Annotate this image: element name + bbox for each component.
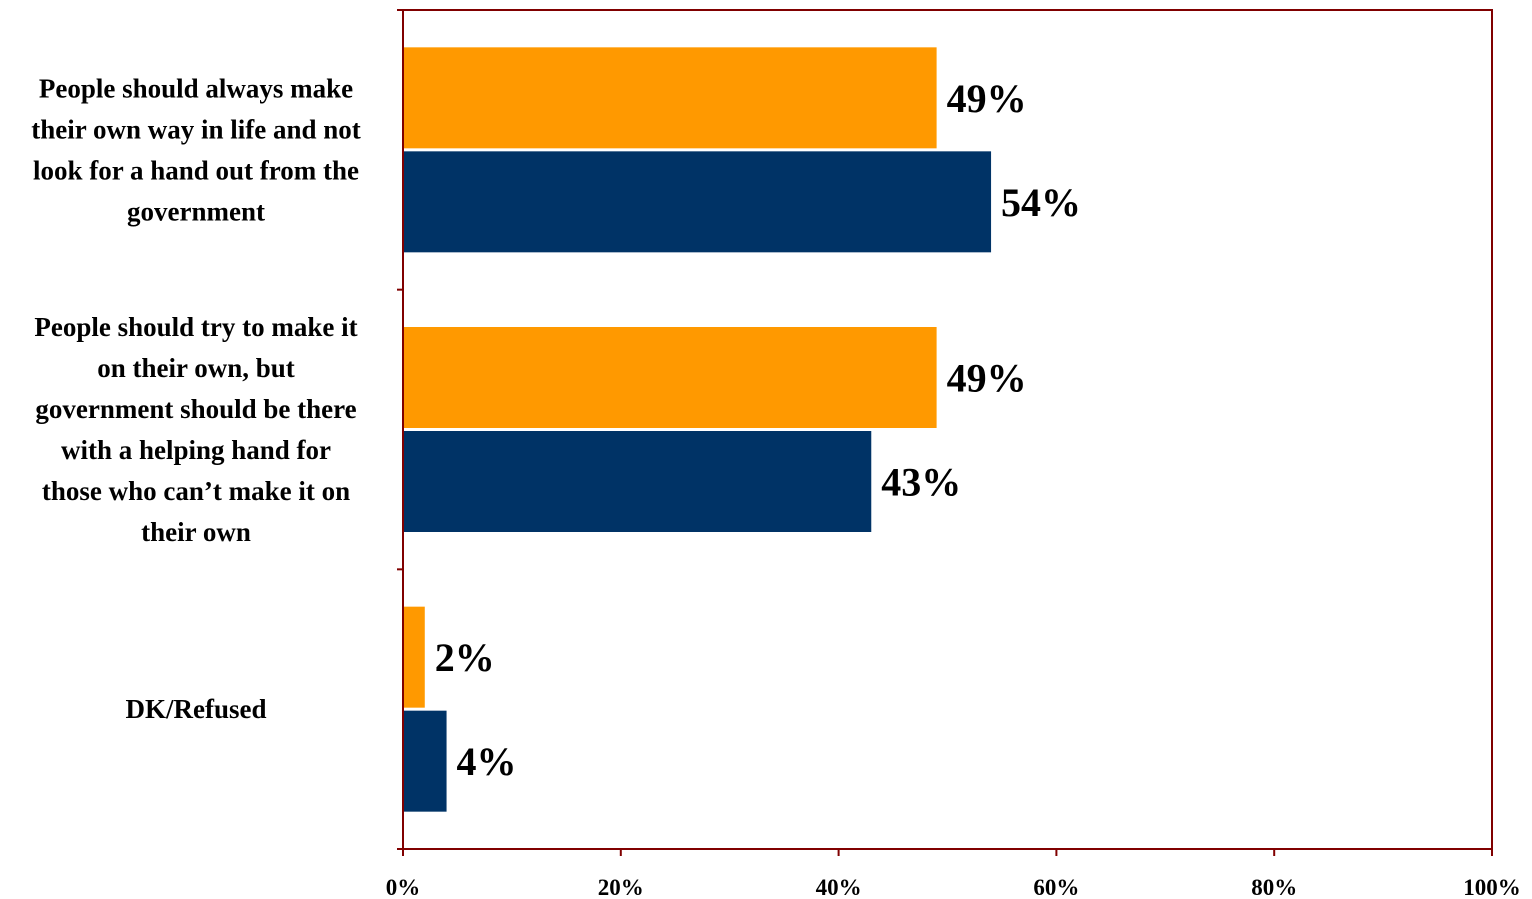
axis-ticks: [397, 9, 1493, 856]
bar: [404, 710, 447, 812]
category-labels: People should always make their own way i…: [31, 73, 361, 724]
bar: [404, 431, 872, 532]
x-tick-label: 100%: [1463, 875, 1521, 899]
data-label: 2%: [435, 635, 495, 680]
category-label: People should try to make it on their own…: [34, 312, 357, 547]
bars: [404, 47, 992, 812]
data-label: 54%: [1001, 180, 1081, 225]
data-label: 49%: [947, 356, 1027, 401]
category-label: DK/Refused: [126, 694, 267, 724]
x-tick-label: 60%: [1033, 875, 1079, 899]
data-label: 49%: [947, 76, 1027, 121]
category-label: People should always make their own way i…: [31, 73, 361, 226]
plot-frame: [402, 9, 1493, 850]
data-label: 43%: [881, 460, 961, 505]
data-labels: 49% 54% 49% 43% 2% 4%: [435, 76, 1081, 784]
bar: [404, 606, 425, 708]
x-tick-label: 80%: [1251, 875, 1297, 899]
bar: [404, 151, 992, 253]
bar: [404, 327, 937, 428]
x-tick-label: 40%: [816, 875, 862, 899]
x-tick-labels: 0% 20% 40% 60% 80% 100%: [386, 875, 1521, 899]
data-label: 4%: [457, 739, 517, 784]
x-tick-label: 20%: [598, 875, 644, 899]
bar: [404, 47, 937, 149]
x-tick-label: 0%: [386, 875, 421, 899]
